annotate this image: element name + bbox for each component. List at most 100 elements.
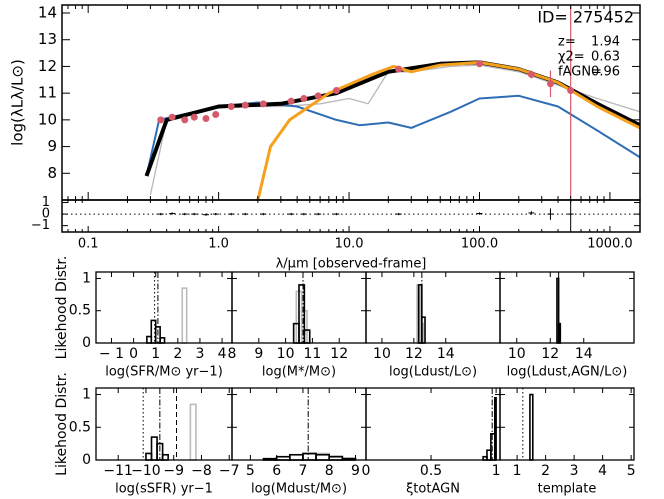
x-tick-label: 10.0 <box>335 237 364 252</box>
data-point <box>395 65 403 73</box>
x-tick-label: 4 <box>218 346 227 362</box>
x-axis-label: log(Mdust/M⊙) <box>251 482 347 497</box>
y-axis-label: Likehood Distr. <box>54 372 70 476</box>
data-point <box>300 94 308 102</box>
y-tick-label: 0.5 <box>69 303 91 319</box>
x-axis-label: log(SFR/M⊙ yr−1) <box>105 365 223 380</box>
histogram-bin <box>529 393 534 461</box>
histogram-bin <box>159 337 166 344</box>
y-tick-label: 10 <box>38 110 57 128</box>
x-tick-label: 0.1 <box>78 237 99 252</box>
plot-frame <box>499 387 635 461</box>
data-point <box>241 101 249 109</box>
y-tick-label: 0.5 <box>69 419 91 435</box>
histogram-bin <box>302 453 317 461</box>
x-tick-label: 1000.0 <box>587 237 633 252</box>
x-tick-label: 0 <box>129 346 138 362</box>
x-tick-label: 12 <box>330 346 348 362</box>
histogram-bin <box>181 287 188 344</box>
x-axis-label: log(sSFR) yr−1 <box>115 482 213 497</box>
data-point <box>181 116 189 124</box>
data-point <box>527 70 535 78</box>
model-curve <box>149 64 640 195</box>
model-curve <box>256 60 640 200</box>
x-axis-label: log(Ldust,AGN/L⊙) <box>507 365 628 380</box>
y-tick-label: 9 <box>47 137 57 155</box>
data-point <box>546 80 554 88</box>
x-tick-label: 1 <box>492 463 501 479</box>
id-label: ID= 275452 <box>537 8 634 27</box>
x-axis-label: ξtotAGN <box>406 482 460 497</box>
param-name: fAGN= <box>558 65 602 80</box>
data-point <box>157 116 165 124</box>
y-axis-label: Likehood Distr. <box>54 256 70 360</box>
y-tick-label: 1 <box>82 387 91 403</box>
y-tick-label: 0 <box>42 207 50 222</box>
x-tick-label: 5 <box>246 463 255 479</box>
histogram-bin <box>161 453 169 461</box>
x-tick-label: 10 <box>508 346 526 362</box>
x-tick-label: − 1 <box>99 346 124 362</box>
data-point <box>314 92 322 100</box>
x-tick-label: 6 <box>272 463 281 479</box>
param-value: 0.96 <box>591 65 620 80</box>
x-tick-label: 8 <box>325 463 334 479</box>
x-tick-label: 100.0 <box>461 237 498 252</box>
data-point <box>332 86 340 94</box>
x-tick-label: 14 <box>437 346 455 362</box>
x-tick-label: 11 <box>303 346 321 362</box>
x-tick-label: −8 <box>191 463 212 479</box>
data-point <box>259 100 267 108</box>
param-value: 1.94 <box>591 35 620 50</box>
data-point <box>287 97 295 105</box>
data-point <box>227 103 235 111</box>
x-tick-label: 8 <box>228 346 237 362</box>
x-tick-label: 14 <box>575 346 593 362</box>
data-point <box>212 111 220 119</box>
histogram-bin <box>315 453 331 461</box>
x-tick-label: 5 <box>627 463 636 479</box>
plot-area <box>144 5 640 200</box>
data-point <box>168 113 176 121</box>
x-tick-label: 7 <box>298 463 307 479</box>
x-tick-label: 12 <box>405 346 423 362</box>
y-axis-label: log(λLλ/L⊙) <box>9 59 27 146</box>
x-tick-label: 1.0 <box>208 237 229 252</box>
x-axis-label: λ/μm [observed-frame] <box>276 257 427 272</box>
x-axis-label: log(M*/M⊙) <box>262 365 336 380</box>
x-tick-label: 1 <box>513 463 522 479</box>
x-tick-label: 3 <box>570 463 579 479</box>
x-tick-label: −7 <box>219 463 240 479</box>
histogram-bin <box>145 452 153 461</box>
plot-frame <box>365 387 501 461</box>
y-tick-label: 0 <box>82 452 91 468</box>
x-tick-label: 9 <box>254 346 263 362</box>
x-tick-label: 2 <box>541 463 550 479</box>
plot-frame <box>61 199 641 233</box>
y-tick-label: 12 <box>38 57 57 75</box>
y-tick-label: 13 <box>38 30 57 48</box>
plot-frame <box>499 271 635 344</box>
y-tick-label: 8 <box>47 164 57 182</box>
histogram-bin <box>493 397 497 461</box>
plot-frame <box>95 387 233 461</box>
y-tick-label: −1 <box>31 218 50 233</box>
x-axis-label: template <box>538 482 597 497</box>
x-tick-label: 0 <box>362 463 371 479</box>
x-tick-label: 10 <box>277 346 295 362</box>
y-tick-label: 1 <box>42 195 50 210</box>
y-tick-label: 1 <box>82 270 91 286</box>
x-tick-label: 2 <box>173 346 182 362</box>
x-tick-label: −9 <box>163 463 184 479</box>
x-axis-label: log(Ldust/L⊙) <box>389 365 477 380</box>
x-tick-label: 9 <box>351 463 360 479</box>
data-point <box>190 113 198 121</box>
param-name: χ2= <box>558 50 585 65</box>
x-tick-label: 4 <box>598 463 607 479</box>
param-name: z= <box>558 35 576 50</box>
x-tick-label: 10 <box>373 346 391 362</box>
x-tick-label: 12 <box>541 346 559 362</box>
x-tick-label: 0.5 <box>420 463 442 479</box>
data-point <box>567 86 575 94</box>
